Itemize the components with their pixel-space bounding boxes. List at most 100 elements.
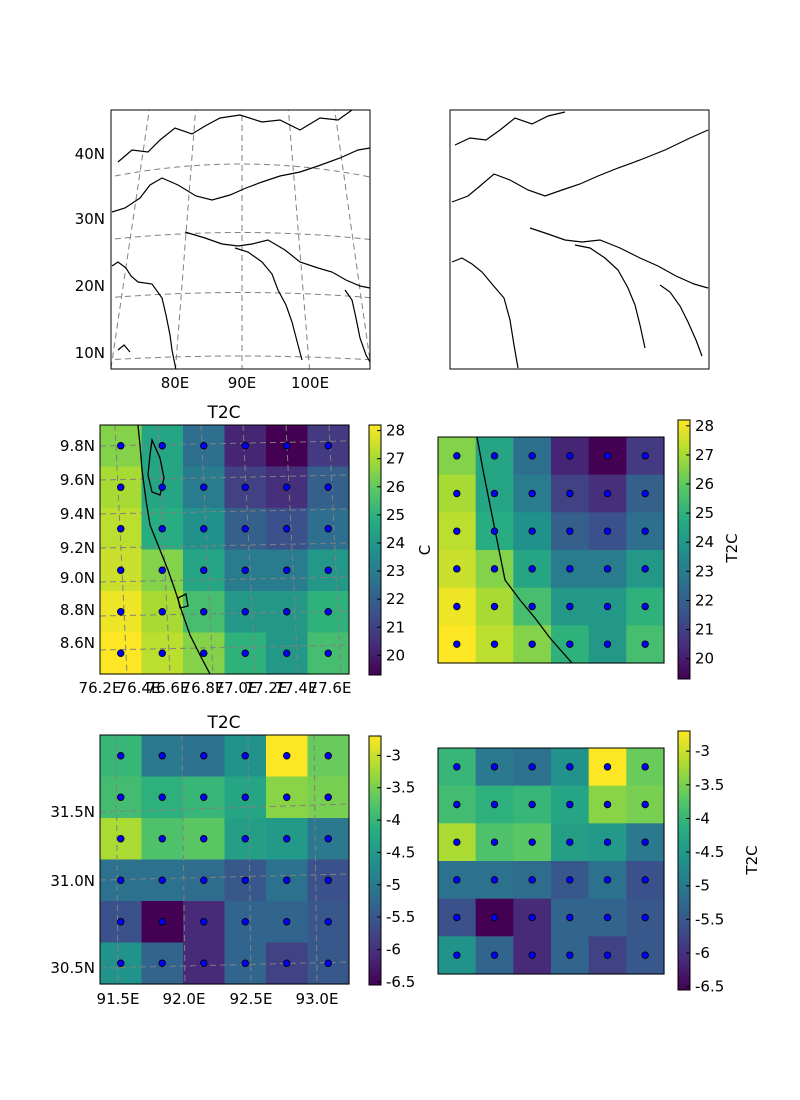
colorbar-kerala-right: 28 27 26 25 24 23 22 21 20 T2C <box>677 417 741 680</box>
heatmap-tibet-left: T2C 31.5N 31.0N 30.5N 91.5E 92.0E 92.5E … <box>50 713 350 1008</box>
x-tick-label: 76.8E <box>182 679 225 697</box>
grid-point <box>283 566 291 574</box>
grid-point <box>641 913 649 922</box>
grid-point <box>603 913 612 922</box>
grid-point <box>528 565 536 573</box>
grid-point <box>200 918 208 926</box>
grid-point <box>453 640 461 648</box>
colorbar-tick-label: -3.5 <box>695 776 724 794</box>
colorbar-label: T2C <box>743 845 761 875</box>
grid-point <box>158 835 166 843</box>
axes-frame <box>437 436 665 664</box>
grid-point <box>528 527 536 535</box>
colorbar-ticks: -3 -3.5 -4 -4.5 -5 -5.5 -6 -6.5 <box>377 746 415 991</box>
y-tick-label: 8.8N <box>60 601 95 619</box>
x-tick-label: 76.2E <box>79 679 122 697</box>
heatmap-cells <box>100 425 350 675</box>
grid-point <box>324 608 332 616</box>
grid-point <box>241 876 249 884</box>
x-tick-label: 91.5E <box>97 990 140 1008</box>
grid-point <box>117 918 125 926</box>
grid-point <box>453 565 461 573</box>
colorbar-tick-label: -5 <box>386 876 401 894</box>
grid-point <box>490 913 499 922</box>
grid-point <box>241 752 249 760</box>
heatmap-cells <box>438 437 665 664</box>
colorbar-tick-label: 23 <box>386 562 405 580</box>
colorbar-tick-label: 28 <box>386 422 405 440</box>
grid-point <box>117 793 125 801</box>
colorbar-tick-label: -3.5 <box>386 779 415 797</box>
colorbar-tick-label: 22 <box>695 591 714 609</box>
grid-point <box>200 483 208 491</box>
y-tick-label: 31.0N <box>50 872 95 890</box>
grid-point <box>641 602 649 611</box>
grid-point <box>283 918 291 926</box>
grid-point <box>324 525 332 533</box>
colorbar-tick-label: 25 <box>695 504 714 522</box>
grid-point <box>453 800 461 809</box>
colorbar-strip <box>677 730 691 991</box>
grid-point <box>283 649 291 657</box>
grid-point <box>603 452 612 460</box>
grid-point <box>603 489 612 498</box>
grid-point <box>117 835 125 843</box>
map-ytick-label: 20N <box>75 277 105 295</box>
grid-point <box>603 800 612 809</box>
map-frame <box>110 109 371 370</box>
grid-point <box>528 951 536 959</box>
colorbar-label: T2C <box>723 533 741 563</box>
grid-point <box>241 566 249 574</box>
grid-point <box>641 452 649 460</box>
grid-point <box>158 793 166 801</box>
y-tick-label: 31.5N <box>50 803 95 821</box>
coastline <box>476 437 573 663</box>
map-coastlines <box>111 110 370 369</box>
colorbar-tick-label: -6 <box>695 944 710 962</box>
grid-point <box>324 876 332 884</box>
grid-point <box>490 452 499 460</box>
colorbar-tick-label: 25 <box>386 506 405 524</box>
colorbar-tick-label: 20 <box>695 650 714 668</box>
grid-point <box>603 640 612 648</box>
y-ticklabels: 31.5N 31.0N 30.5N <box>50 803 95 977</box>
map-frame <box>449 109 710 370</box>
grid-point <box>453 602 461 611</box>
x-tick-label: 92.5E <box>230 990 273 1008</box>
grid-point <box>603 763 612 771</box>
map-xtick-label: 100E <box>291 374 329 392</box>
y-tick-label: 30.5N <box>50 959 95 977</box>
grid-point <box>241 649 249 657</box>
grid-point <box>453 876 461 884</box>
grid-point <box>241 525 249 533</box>
x-tick-label: 77.4E <box>275 679 318 697</box>
colorbar-tick-label: -4 <box>695 809 710 827</box>
grid-point <box>117 959 125 967</box>
grid-point <box>200 752 208 760</box>
grid-point <box>641 640 649 648</box>
grid-point <box>641 763 649 771</box>
colorbar-tick-label: 26 <box>695 475 714 493</box>
grid-point <box>324 959 332 967</box>
map-xtick-label: 90E <box>228 374 257 392</box>
grid-point <box>641 800 649 809</box>
grid-point <box>641 489 649 498</box>
grid-point <box>490 838 499 846</box>
grid-point <box>117 525 125 533</box>
grid-point <box>200 649 208 657</box>
grid-point <box>528 913 536 922</box>
grid-point <box>241 918 249 926</box>
grid-point <box>490 800 499 809</box>
grid-point <box>490 527 499 535</box>
map-ytick-label: 10N <box>75 344 105 362</box>
x-tick-label: 77.0E <box>215 679 258 697</box>
grid-point <box>566 876 574 884</box>
grid-point <box>283 608 291 616</box>
grid-point <box>241 608 249 616</box>
map-ytick-label: 30N <box>75 210 105 228</box>
grid-point <box>566 452 574 460</box>
grid-point <box>117 608 125 616</box>
overview-map-left: 40N 30N 20N 10N 80E 90E 100E <box>75 109 371 392</box>
grid-point <box>241 793 249 801</box>
grid-point <box>158 525 166 533</box>
